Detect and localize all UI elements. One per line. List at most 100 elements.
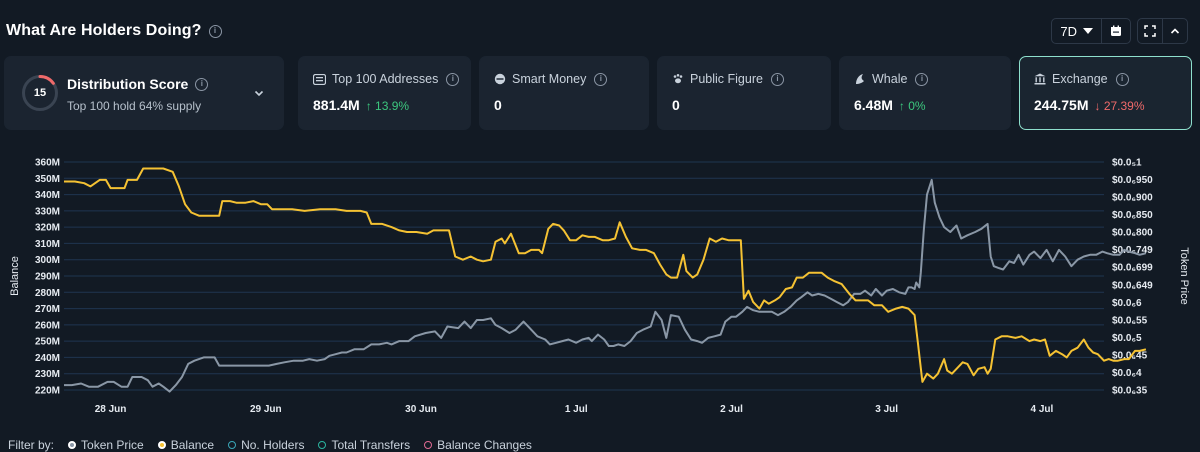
x-tick-label: 2 Jul xyxy=(720,404,743,415)
y-left-tick-label: 240M xyxy=(35,353,60,364)
filter-legend: Filter by: Token Price Balance No. Holders… xyxy=(8,438,532,452)
legend-item[interactable]: No. Holders xyxy=(228,438,304,452)
calendar-icon xyxy=(1111,25,1121,36)
info-icon[interactable]: i xyxy=(195,77,209,91)
card-label: Whale i xyxy=(854,72,929,86)
y-left-tick-label: 360M xyxy=(35,158,60,169)
list-icon xyxy=(313,73,326,85)
card-label-text: Top 100 Addresses xyxy=(332,72,439,86)
whale-icon xyxy=(856,74,864,84)
info-icon[interactable]: i xyxy=(594,72,608,86)
public-figure-card[interactable]: Public Figure i 0 xyxy=(657,56,831,130)
distribution-score-card[interactable]: 15 Distribution Score i Top 100 hold 64%… xyxy=(4,56,284,130)
y-right-tick-label: $0.0₆900 xyxy=(1112,193,1153,204)
section-header: What Are Holders Doing? i xyxy=(6,18,222,44)
distribution-subtitle: Top 100 hold 64% supply xyxy=(67,99,202,113)
exchange-card[interactable]: Exchange i 244.75M ↓ 27.39% xyxy=(1019,56,1192,130)
view-controls xyxy=(1137,18,1188,44)
balance-series-line[interactable] xyxy=(64,167,1147,383)
chevron-down-icon[interactable] xyxy=(253,87,265,99)
info-icon[interactable]: i xyxy=(770,72,784,86)
y-left-tick-label: 270M xyxy=(35,304,60,315)
value-text: 244.75M xyxy=(1034,97,1089,113)
whale-card[interactable]: Whale i 6.48M ↑ 0% xyxy=(839,56,1011,130)
y-left-tick-label: 260M xyxy=(35,320,60,331)
y-right-tick-label: $0.0₆5 xyxy=(1112,333,1142,344)
metric-cards: 15 Distribution Score i Top 100 hold 64%… xyxy=(4,56,1192,130)
fullscreen-button[interactable] xyxy=(1138,19,1162,43)
distribution-score-label: Distribution Score xyxy=(67,76,189,92)
value-text: 0 xyxy=(494,97,502,113)
change-badge: ↑ 0% xyxy=(898,99,926,113)
legend-label: Total Transfers xyxy=(331,438,411,452)
y-right-tick-label: $0.0₆800 xyxy=(1112,228,1153,239)
y-left-axis-title: Balance xyxy=(9,256,21,296)
x-tick-label: 29 Jun xyxy=(250,404,282,415)
collapse-button[interactable] xyxy=(1162,19,1187,43)
legend-item[interactable]: Token Price xyxy=(68,438,144,452)
card-value: 244.75M ↓ 27.39% xyxy=(1034,97,1145,113)
value-text: 881.4M xyxy=(313,97,360,113)
smart-money-card[interactable]: Smart Money i 0 xyxy=(479,56,649,130)
expand-icon xyxy=(1144,25,1156,37)
legend-label: Balance xyxy=(170,438,215,452)
token-price-series-line[interactable] xyxy=(64,178,1147,393)
top-100-addresses-card[interactable]: Top 100 Addresses i 881.4M ↑ 13.9% xyxy=(298,56,471,130)
card-label: Exchange i xyxy=(1034,72,1129,86)
legend-item[interactable]: Balance Changes xyxy=(424,438,532,452)
brain-icon xyxy=(494,73,506,85)
legend-item[interactable]: Balance xyxy=(157,438,215,452)
card-value: 881.4M ↑ 13.9% xyxy=(313,97,409,113)
card-label-text: Whale xyxy=(872,72,908,86)
y-left-tick-label: 290M xyxy=(35,272,60,283)
holders-line-chart[interactable]: 360M 350M 340M 330M 320M 310M 300M 290M 280M 270M… xyxy=(0,150,1200,425)
card-value: 6.48M ↑ 0% xyxy=(854,97,926,113)
y-right-tick-label: $0.0₆850 xyxy=(1112,210,1153,221)
y-right-tick-label: $0.0₅1 xyxy=(1112,158,1142,169)
period-group: 7D xyxy=(1051,18,1131,44)
legend-label: Balance Changes xyxy=(437,438,532,452)
x-tick-label: 3 Jul xyxy=(875,404,898,415)
info-icon[interactable]: i xyxy=(446,72,460,86)
legend-label: Token Price xyxy=(81,438,144,452)
change-badge: ↓ 27.39% xyxy=(1094,99,1145,113)
y-left-tick-label: 220M xyxy=(35,386,60,397)
y-right-tick-label: $0.0₆649 xyxy=(1112,280,1153,291)
period-select[interactable]: 7D xyxy=(1052,19,1101,43)
card-label: Top 100 Addresses i xyxy=(313,72,460,86)
distribution-score-title: Distribution Score i xyxy=(67,76,209,92)
y-left-tick-label: 280M xyxy=(35,288,60,299)
info-icon[interactable]: i xyxy=(915,72,929,86)
info-icon[interactable]: i xyxy=(1115,72,1129,86)
card-value: 0 xyxy=(494,97,502,113)
y-left-tick-label: 250M xyxy=(35,337,60,348)
legend-label: No. Holders xyxy=(241,438,305,452)
score-value: 15 xyxy=(33,87,47,99)
caret-down-icon xyxy=(1083,28,1093,34)
y-left-tick-label: 350M xyxy=(35,174,60,185)
y-left-tick-label: 340M xyxy=(35,190,60,201)
card-value: 0 xyxy=(672,97,680,113)
value-text: 6.48M xyxy=(854,97,893,113)
paw-icon xyxy=(673,74,683,84)
y-right-tick-label: $0.0₆950 xyxy=(1112,175,1153,186)
period-value: 7D xyxy=(1060,23,1077,39)
y-right-tick-label: $0.0₆55 xyxy=(1112,315,1148,326)
y-right-tick-label: $0.0₆35 xyxy=(1112,386,1148,397)
y-left-tick-label: 320M xyxy=(35,223,60,234)
card-label-text: Smart Money xyxy=(512,72,587,86)
y-left-tick-label: 330M xyxy=(35,206,60,217)
header-controls: 7D xyxy=(1051,18,1188,44)
calendar-button[interactable] xyxy=(1101,19,1130,43)
bank-icon xyxy=(1034,73,1046,85)
filter-label: Filter by: xyxy=(8,438,55,452)
y-right-tick-label: $0.0₆45 xyxy=(1112,350,1148,361)
x-tick-label: 30 Jun xyxy=(405,404,437,415)
y-right-tick-label: $0.0₆4 xyxy=(1112,368,1142,379)
page-title: What Are Holders Doing? xyxy=(6,22,202,39)
y-right-tick-label: $0.0₆6 xyxy=(1112,298,1142,309)
card-label-text: Exchange xyxy=(1052,72,1108,86)
x-tick-label: 4 Jul xyxy=(1031,404,1054,415)
info-icon[interactable]: i xyxy=(208,24,222,38)
legend-item[interactable]: Total Transfers xyxy=(318,438,410,452)
